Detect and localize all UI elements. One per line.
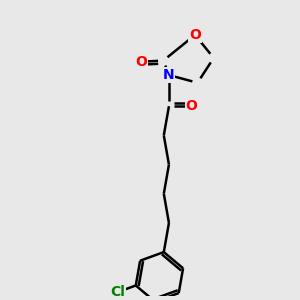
Text: N: N: [163, 68, 175, 82]
Text: O: O: [189, 28, 201, 42]
Text: Cl: Cl: [110, 285, 125, 299]
Text: O: O: [135, 55, 147, 69]
Text: O: O: [185, 99, 197, 113]
